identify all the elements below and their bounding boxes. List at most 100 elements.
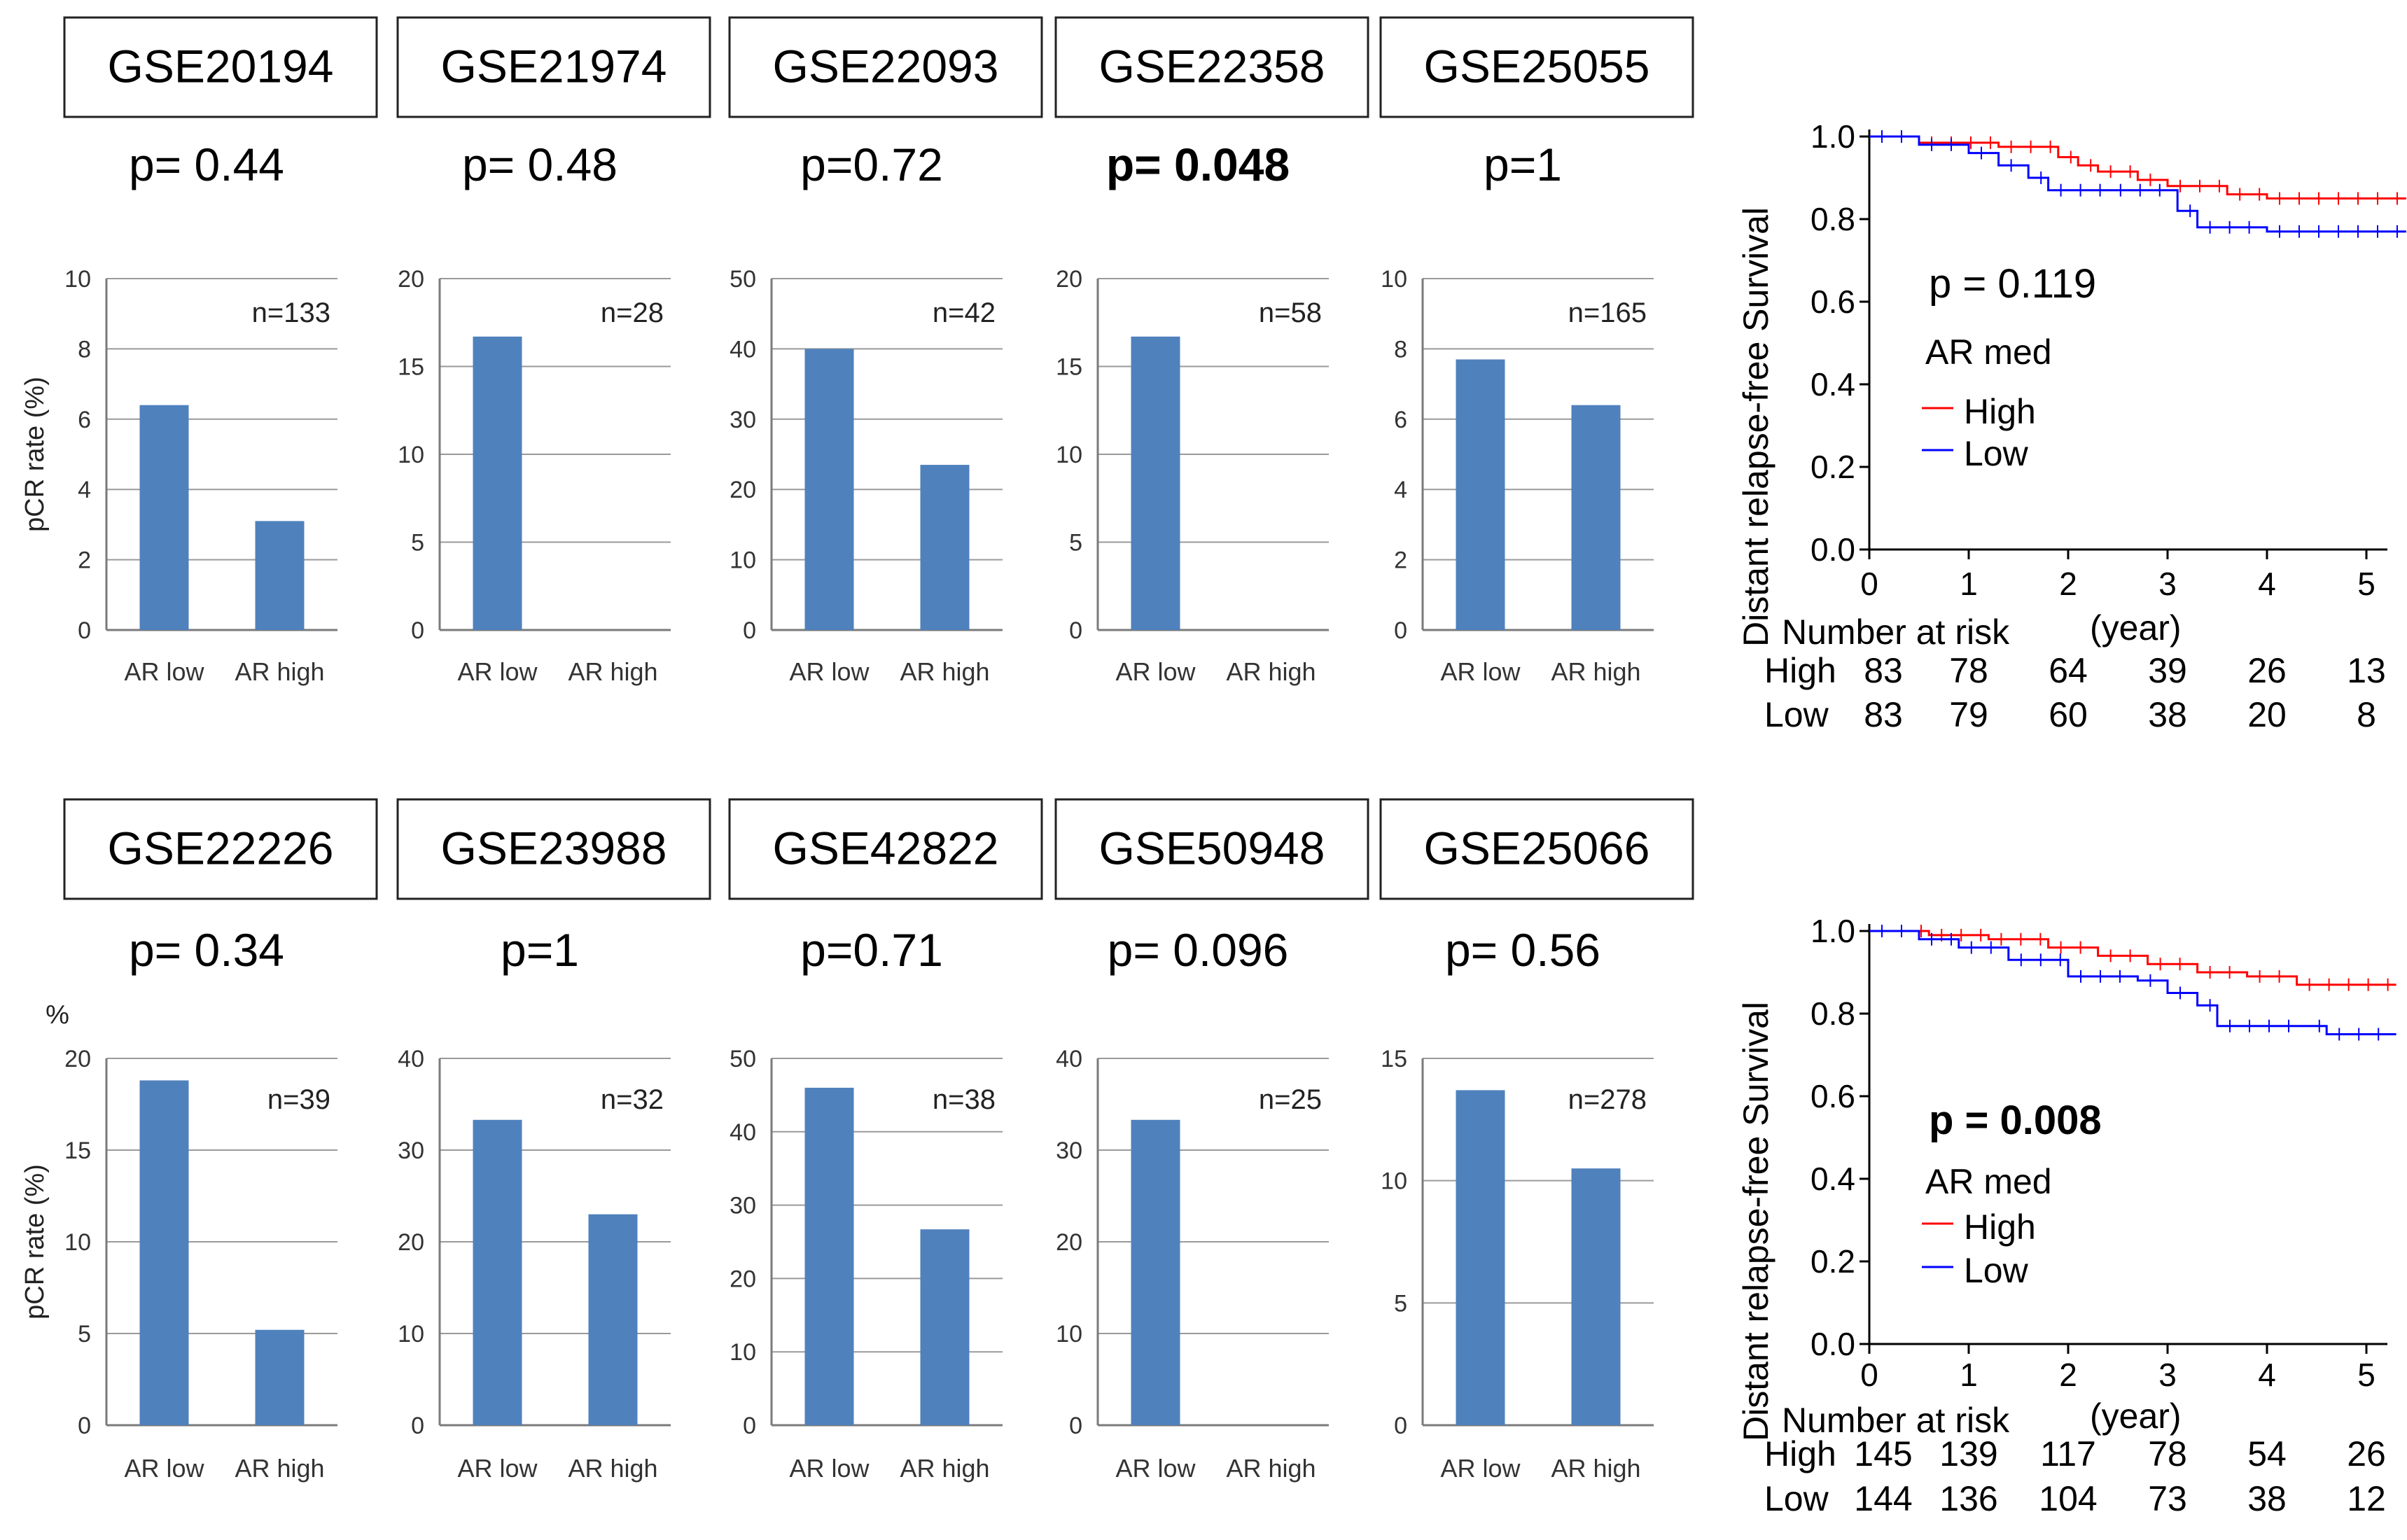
bar-ar-low: [1456, 359, 1505, 630]
y-tick-label: 50: [730, 1046, 756, 1072]
risk-count: 78: [2148, 1434, 2187, 1474]
y-tick-label: 4: [78, 477, 91, 503]
risk-count: 54: [2247, 1434, 2287, 1474]
x-tick-label: 2: [2059, 566, 2077, 602]
y-tick-label: 30: [398, 1138, 424, 1164]
km-curve-high: [1869, 930, 2396, 986]
y-tick-label: 0: [743, 1413, 756, 1439]
p-value: p= 0.096: [1108, 924, 1289, 976]
bar-chart-gse22358: GSE22358 p= 0.048 0 5 10 15 20 AR low AR high n=5…: [1054, 16, 1369, 686]
dataset-box: [396, 16, 711, 118]
x-category-label: AR low: [457, 657, 538, 686]
x-category-label: AR high: [1551, 657, 1640, 686]
y-tick-label: 0: [1394, 617, 1407, 644]
y-tick-label: 40: [730, 1119, 756, 1146]
dataset-box: [728, 16, 1043, 118]
y-tick-label: 15: [1381, 1046, 1407, 1072]
n-label: n=58: [1259, 298, 1322, 328]
x-tick-label: 1: [1960, 566, 1978, 602]
n-label: n=39: [267, 1084, 330, 1115]
legend-label-low: Low: [1964, 1251, 2029, 1290]
y-tick-label: 0.0: [1811, 531, 1855, 568]
n-label: n=278: [1568, 1084, 1647, 1115]
dataset-box: [1054, 798, 1369, 900]
dataset-label: GSE25066: [1424, 822, 1650, 874]
x-tick-label: 5: [2357, 1357, 2375, 1393]
y-tick-label: 30: [730, 407, 756, 433]
y-tick-label: 0.8: [1811, 995, 1855, 1032]
x-category-label: AR high: [235, 1454, 324, 1483]
risk-count: 104: [2039, 1479, 2097, 1518]
y-tick-label: 10: [398, 1321, 424, 1348]
legend-label-high: High: [1964, 1208, 2036, 1247]
x-axis-title: (year): [2090, 1396, 2182, 1436]
bar-chart-gse21974: GSE21974 p= 0.48 0 5 10 15 20 AR low AR high n=28: [396, 16, 711, 686]
n-label: n=165: [1568, 298, 1647, 328]
y-tick-label: 1.0: [1811, 913, 1855, 949]
x-category-label: AR low: [789, 1454, 870, 1483]
n-label: n=133: [252, 298, 330, 328]
bar-ar-high: [920, 1229, 970, 1425]
x-tick-label: 0: [1860, 566, 1878, 602]
bar-chart-gse25055: GSE25055 p=1 0 2 4 6 8 10 AR low AR high n=165: [1379, 16, 1694, 686]
dataset-box: [1379, 16, 1694, 118]
y-tick-label: 0: [78, 617, 91, 644]
bar-ar-high: [1571, 405, 1621, 630]
y-tick-label: 40: [730, 336, 756, 363]
x-category-label: AR low: [1115, 657, 1196, 686]
bar-ar-low: [1456, 1090, 1505, 1425]
x-category-label: AR high: [900, 1454, 989, 1483]
bar-ar-high: [1571, 1168, 1621, 1425]
x-category-label: AR low: [124, 657, 204, 686]
n-label: n=25: [1259, 1084, 1322, 1115]
y-tick-label: 0: [1069, 1413, 1082, 1439]
risk-count: 60: [2049, 695, 2088, 734]
y-tick-label: 5: [1394, 1290, 1407, 1317]
bar-ar-low: [1131, 1119, 1180, 1425]
x-category-label: AR high: [568, 1454, 657, 1483]
dataset-label: GSE22358: [1099, 40, 1325, 92]
dataset-box: [1379, 798, 1694, 900]
y-tick-label: 2: [1394, 547, 1407, 574]
risk-count: 38: [2148, 695, 2187, 734]
risk-title: Number at risk: [1782, 1401, 2010, 1440]
y-tick-label: 2: [78, 547, 91, 574]
y-tick-label: 30: [1056, 1138, 1082, 1164]
dataset-label: GSE22226: [108, 822, 334, 874]
x-tick-label: 5: [2357, 566, 2375, 602]
bar-ar-low: [139, 405, 189, 630]
bar-ar-low: [139, 1080, 189, 1425]
risk-count: 136: [1939, 1479, 1997, 1518]
dataset-label: GSE50948: [1099, 822, 1325, 874]
p-value: p= 0.44: [129, 139, 284, 190]
risk-count: 83: [1864, 651, 1903, 690]
bar-chart-gse50948: GSE50948 p= 0.096 0 10 20 30 40 AR low AR high n=…: [1054, 798, 1369, 1483]
risk-count: 73: [2148, 1479, 2187, 1518]
dataset-label: GSE20194: [108, 40, 334, 92]
legend-title: AR med: [1925, 332, 2052, 372]
risk-count: 83: [1864, 695, 1903, 734]
x-category-label: AR low: [457, 1454, 538, 1483]
bar-ar-high: [255, 1329, 305, 1425]
risk-count: 26: [2247, 651, 2287, 690]
y-tick-label: 20: [64, 1046, 91, 1072]
bar-chart-gse22226: GSE22226 p= 0.34 0 5 10 15 20 AR low AR high n=39…: [20, 798, 378, 1483]
risk-count: 39: [2148, 651, 2187, 690]
x-category-label: AR high: [1226, 1454, 1316, 1483]
bar-chart-gse20194: GSE20194 p= 0.44 0 2 4 6 8 10 AR low AR high n=133…: [20, 16, 378, 686]
x-tick-label: 0: [1860, 1357, 1878, 1393]
y-axis-title: pCR rate (%): [20, 1164, 50, 1320]
unit-label: %: [46, 1000, 69, 1030]
km-chart-1: 0.0 0.2 0.4 0.6 0.8 1.0 0 1 2 3 4 5 Distant relapse-…: [1736, 118, 2406, 734]
p-value: p=0.72: [800, 139, 943, 190]
y-tick-label: 8: [78, 336, 91, 363]
risk-count: 13: [2347, 651, 2386, 690]
risk-count: 64: [2049, 651, 2088, 690]
y-tick-label: 40: [398, 1046, 424, 1072]
y-tick-label: 10: [1056, 442, 1082, 468]
risk-count: 117: [2040, 1434, 2096, 1474]
y-tick-label: 15: [1056, 354, 1082, 381]
y-tick-label: 10: [730, 547, 756, 574]
dataset-box: [1054, 16, 1369, 118]
